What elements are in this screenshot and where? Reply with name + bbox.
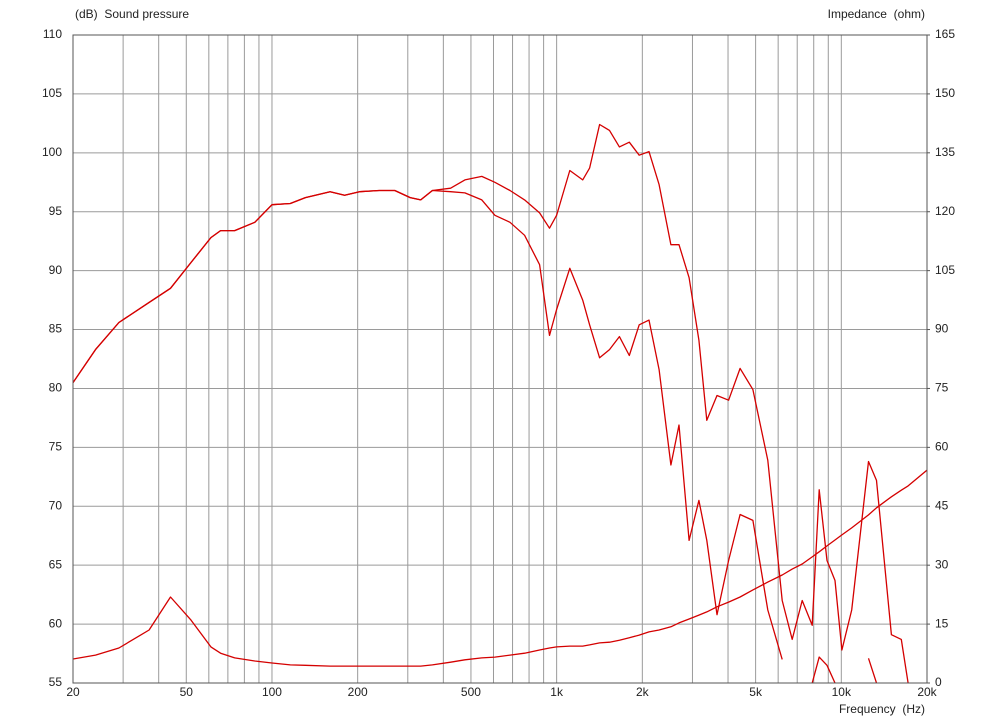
y2-tick-label: 165 xyxy=(935,27,955,41)
y2-tick-label: 0 xyxy=(935,675,942,689)
y2-tick-label: 90 xyxy=(935,322,949,336)
labels: (dB) Sound pressure Impedance (ohm) Freq… xyxy=(42,7,955,716)
y2-tick-label: 105 xyxy=(935,263,955,277)
y2-tick-label: 120 xyxy=(935,204,955,218)
x-tick-label: 20 xyxy=(66,685,80,699)
x-axis-title: Frequency (Hz) xyxy=(839,702,925,716)
y2-axis-title: Impedance (ohm) xyxy=(828,7,925,21)
y-tick-label: 90 xyxy=(49,263,63,277)
plot-lines xyxy=(73,123,927,683)
y-tick-label: 55 xyxy=(49,675,63,689)
y2-tick-label: 45 xyxy=(935,498,949,512)
x-tick-label: 10k xyxy=(832,685,852,699)
y-tick-label: 75 xyxy=(49,440,63,454)
x-tick-label: 50 xyxy=(180,685,194,699)
x-tick-label: 5k xyxy=(749,685,763,699)
y2-tick-label: 15 xyxy=(935,616,949,630)
y-tick-label: 65 xyxy=(49,557,63,571)
y-tick-label: 110 xyxy=(43,27,62,41)
y2-tick-label: 135 xyxy=(935,145,955,159)
y-tick-label: 95 xyxy=(49,204,63,218)
y-tick-label: 70 xyxy=(49,498,63,512)
impedance-line xyxy=(73,469,927,667)
y-tick-label: 100 xyxy=(42,145,62,159)
y2-tick-label: 30 xyxy=(935,557,949,571)
x-tick-label: 100 xyxy=(262,685,282,699)
y2-tick-label: 75 xyxy=(935,381,949,395)
x-tick-label: 200 xyxy=(348,685,368,699)
y-tick-label: 85 xyxy=(49,322,63,336)
y-axis-title: (dB) Sound pressure xyxy=(75,7,189,21)
plot-frame xyxy=(72,34,928,684)
y-tick-label: 105 xyxy=(42,86,62,100)
x-tick-label: 1k xyxy=(550,685,564,699)
y-tick-label: 80 xyxy=(49,381,63,395)
spl-line xyxy=(73,189,878,683)
y-tick-label: 60 xyxy=(49,616,63,630)
y2-tick-label: 60 xyxy=(935,440,949,454)
x-tick-label: 500 xyxy=(461,685,481,699)
x-tick-label: 2k xyxy=(636,685,650,699)
y2-tick-label: 150 xyxy=(935,86,955,100)
x-tick-label: 20k xyxy=(917,685,937,699)
